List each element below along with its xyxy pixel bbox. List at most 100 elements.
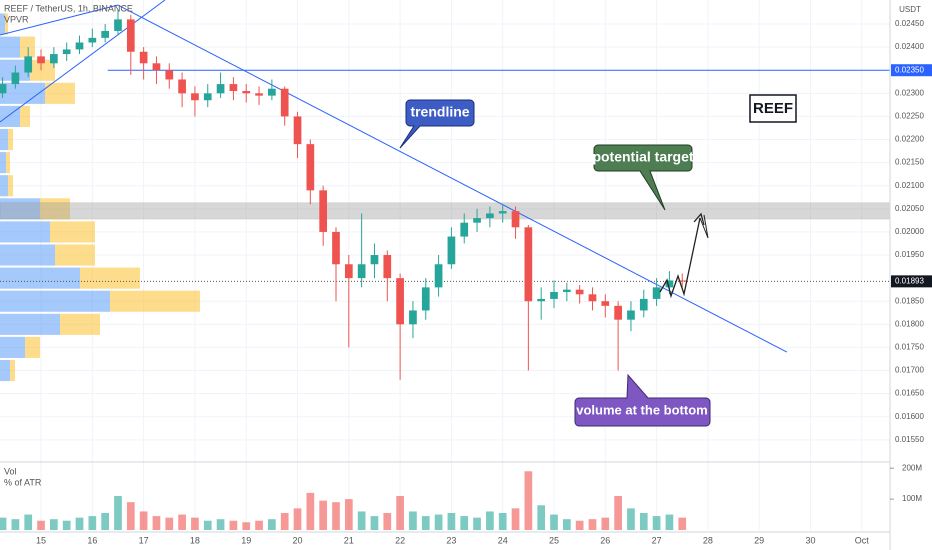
volume-bar bbox=[473, 517, 481, 530]
candle-body bbox=[319, 190, 328, 232]
profile-up bbox=[0, 290, 110, 312]
volume-bar bbox=[203, 520, 212, 530]
y-tick-label: 0.01550 bbox=[895, 435, 924, 444]
x-tick-label: 16 bbox=[87, 535, 97, 545]
y-tick-label: 0.01650 bbox=[895, 389, 924, 398]
candle-body bbox=[588, 294, 597, 302]
x-tick-label: 23 bbox=[446, 535, 456, 545]
candle-body bbox=[24, 56, 33, 73]
candle-body bbox=[165, 70, 174, 80]
x-tick-label: 19 bbox=[241, 535, 251, 545]
volume-bar bbox=[344, 499, 353, 530]
volume-bar bbox=[652, 516, 661, 530]
overlays bbox=[0, 0, 891, 353]
profile-down bbox=[10, 359, 15, 382]
y-tick-label: 0.01950 bbox=[895, 250, 924, 259]
indicator-label: VPVR bbox=[4, 14, 29, 24]
volume-bar bbox=[678, 517, 687, 530]
profile-down bbox=[80, 267, 140, 289]
volume-bar bbox=[409, 511, 417, 530]
candle-body bbox=[191, 93, 199, 101]
y-tick-label: 0.01700 bbox=[895, 366, 924, 375]
x-tick-label: 20 bbox=[293, 535, 303, 545]
volume-bar bbox=[114, 496, 122, 530]
grid bbox=[0, 0, 890, 530]
profile-down bbox=[8, 175, 13, 197]
price-badge-label: 0.02350 bbox=[895, 65, 924, 74]
volume-bar bbox=[216, 519, 225, 530]
y-tick-label: 0.02100 bbox=[895, 181, 924, 190]
candle-body bbox=[550, 291, 558, 299]
candle-body bbox=[678, 280, 687, 282]
y-tick-label: 0.02300 bbox=[895, 88, 924, 97]
x-tick-label: 21 bbox=[344, 535, 354, 545]
volume-bar bbox=[152, 516, 161, 530]
volume-bar bbox=[332, 502, 340, 530]
candle-body bbox=[242, 91, 251, 94]
y-unit: USDT bbox=[899, 5, 921, 14]
volume-bar bbox=[421, 516, 430, 530]
profile-up bbox=[0, 36, 20, 58]
candle-body bbox=[524, 227, 533, 302]
volume-bar bbox=[280, 513, 289, 530]
wedge-line bbox=[0, 4, 119, 36]
candle-body bbox=[216, 84, 225, 94]
x-tick-label: 22 bbox=[395, 535, 405, 545]
volume-bar bbox=[447, 513, 456, 530]
candle-body bbox=[344, 264, 353, 279]
candle-body bbox=[652, 287, 661, 299]
volume-bar bbox=[588, 519, 597, 530]
candle-body bbox=[114, 19, 122, 31]
candle-body bbox=[178, 79, 186, 94]
x-tick-label: 15 bbox=[36, 535, 46, 545]
profile-down bbox=[110, 290, 200, 312]
y-tick-label: 0.02400 bbox=[895, 42, 924, 51]
x-tick-label: 24 bbox=[498, 535, 508, 545]
label-box bbox=[749, 94, 797, 123]
volume-bar bbox=[524, 471, 533, 530]
profile-down bbox=[20, 36, 35, 58]
price-badge-label: 0.01893 bbox=[895, 276, 924, 285]
candle-body bbox=[396, 278, 404, 325]
annotation: volume at the bottom bbox=[576, 402, 707, 417]
volume-bar bbox=[101, 513, 110, 530]
x-tick-label: 28 bbox=[703, 535, 713, 545]
volume-bar bbox=[665, 514, 674, 530]
volume-bar bbox=[178, 514, 186, 530]
annotation: REEF bbox=[753, 100, 793, 117]
volume-subtitle: % of ATR bbox=[4, 477, 42, 487]
y-tick-label: 0.02150 bbox=[895, 158, 924, 167]
candle-body bbox=[562, 289, 571, 292]
wedge-line bbox=[0, 0, 166, 123]
candle-body bbox=[409, 310, 417, 325]
volume-bar bbox=[242, 522, 251, 530]
candle-body bbox=[460, 222, 469, 237]
profile-down bbox=[20, 105, 30, 127]
profile-up bbox=[0, 336, 25, 358]
volume-bar bbox=[229, 520, 238, 530]
volume-bar bbox=[537, 505, 546, 530]
callout-box bbox=[399, 99, 475, 149]
x-tick-label: 29 bbox=[754, 535, 764, 545]
profile-down bbox=[6, 152, 10, 174]
volume-bar bbox=[306, 492, 315, 530]
callout-box bbox=[574, 373, 711, 427]
profile-down bbox=[50, 221, 95, 243]
volume-bar bbox=[434, 514, 443, 530]
volume-bar bbox=[460, 516, 469, 530]
arrow-tail bbox=[699, 214, 709, 239]
chart-title: REEF / TetherUS, 1h, BINANCE bbox=[4, 3, 133, 13]
volume-bar bbox=[126, 502, 135, 530]
volume-bar bbox=[614, 496, 622, 530]
profile-up bbox=[0, 313, 60, 335]
y-tick-label: 0.01850 bbox=[895, 296, 924, 305]
candle-body bbox=[601, 301, 610, 306]
candle-body bbox=[203, 93, 212, 101]
volume-bar bbox=[396, 496, 404, 530]
volume-bar bbox=[268, 519, 276, 530]
candle-body bbox=[62, 49, 71, 55]
profile-up bbox=[0, 13, 5, 35]
volume-bar bbox=[88, 516, 97, 530]
candle-body bbox=[268, 88, 276, 96]
